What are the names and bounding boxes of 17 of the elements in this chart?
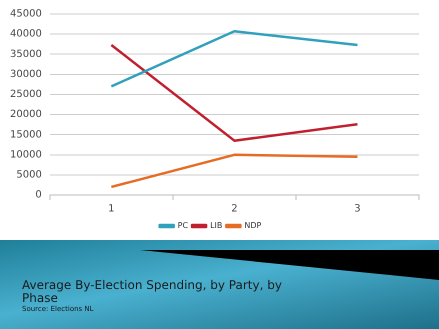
y-tick-label: 10000 [10,149,42,160]
text: Average By-Election Spending, by Party, by Phase [22,278,283,305]
y-tick-label: 45000 [10,8,42,20]
legend-label: LIB [210,221,222,230]
y-tick-label: 20000 [10,109,42,120]
x-tick-label: 1 [108,204,115,215]
y-tick-label: 0 [35,190,42,201]
y-tick-label: 15000 [10,129,42,140]
legend-label: PC [178,221,188,230]
y-tick-label: 25000 [10,89,42,100]
y-tick-label: 40000 [10,28,42,40]
x-tick-label: 2 [231,204,238,215]
y-tick-label: 30000 [10,68,42,80]
y-tick-label: 35000 [10,48,42,60]
x-tick-label: 3 [354,204,361,215]
legend-label: NDP [244,221,262,230]
y-tick-label: 5000 [16,169,42,180]
